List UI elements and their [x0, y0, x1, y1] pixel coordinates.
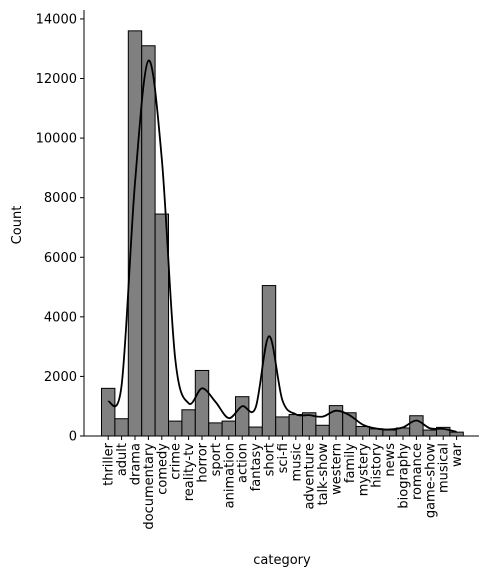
- x-tick-label: mystery: [356, 443, 371, 497]
- x-tick-label: western: [330, 443, 345, 495]
- y-tick-label: 10000: [36, 132, 77, 147]
- x-tick-label: talk-show: [316, 443, 331, 506]
- bar-fantasy: [248, 426, 263, 437]
- x-tick-label: action: [236, 443, 251, 483]
- x-tick-label: animation: [222, 443, 237, 508]
- x-tick-label: horror: [196, 442, 211, 482]
- x-axis-label: category: [253, 553, 311, 568]
- bar-drama: [127, 30, 143, 437]
- y-tick-label: 14000: [36, 12, 77, 27]
- x-tick-label: drama: [129, 443, 144, 485]
- x-tick-label: fantasy: [249, 443, 264, 492]
- x-tick-label: musical: [437, 443, 452, 493]
- bar-music: [288, 414, 304, 437]
- bar-documentary: [141, 45, 156, 437]
- bar-reality-tv: [181, 409, 196, 437]
- y-tick-label: 12000: [36, 72, 77, 87]
- x-tick-label: family: [343, 443, 358, 483]
- x-tick-label: adult: [115, 443, 130, 476]
- x-tick-label: music: [289, 443, 304, 481]
- bar-news: [382, 429, 397, 437]
- bar-sci-fi: [275, 416, 290, 437]
- bar-war: [449, 431, 464, 437]
- bar-romance: [409, 415, 424, 437]
- y-tick-label: 0: [69, 430, 77, 445]
- x-tick-label: sci-fi: [276, 443, 291, 473]
- y-axis-ticks: 0 2000 4000 6000 8000 10000 12000 14000: [36, 12, 84, 445]
- bar-family: [342, 412, 357, 437]
- kde-curve: [107, 59, 457, 433]
- bar-talk-show: [315, 424, 330, 437]
- x-tick-label: thriller: [102, 442, 117, 486]
- bar-horror: [194, 369, 210, 437]
- x-tick-label: short: [263, 443, 278, 476]
- histogram-bars: [101, 30, 464, 437]
- x-tick-label: romance: [410, 443, 425, 500]
- x-axis-ticks: thrilleradultdramadocumentarycomedycrime…: [102, 436, 465, 530]
- x-tick-label: reality-tv: [182, 443, 197, 502]
- x-tick-label: sport: [209, 443, 224, 476]
- bar-thriller: [101, 387, 116, 437]
- x-tick-label: biography: [397, 443, 412, 509]
- bar-adult: [114, 418, 129, 437]
- y-tick-label: 8000: [44, 191, 77, 206]
- bar-sport: [208, 422, 223, 437]
- x-tick-label: adventure: [303, 443, 318, 510]
- bar-comedy: [154, 213, 170, 437]
- x-tick-label: crime: [169, 443, 184, 480]
- axes: [83, 10, 479, 437]
- bar-crime: [168, 420, 183, 437]
- x-tick-label: documentary: [142, 443, 157, 530]
- y-tick-label: 4000: [44, 310, 77, 325]
- kde-layer: [107, 59, 457, 433]
- bar-action: [235, 396, 250, 437]
- x-tick-label: game-show: [423, 443, 438, 519]
- bar-game-show: [422, 429, 438, 437]
- y-axis-label: Count: [10, 206, 25, 245]
- x-tick-label: war: [450, 442, 465, 467]
- x-tick-label: comedy: [155, 443, 170, 495]
- bar-mystery: [355, 425, 371, 437]
- x-tick-label: history: [370, 443, 385, 488]
- x-tick-label: news: [383, 443, 398, 477]
- bar-short: [261, 285, 277, 437]
- bar-animation: [221, 420, 237, 437]
- y-tick-label: 6000: [44, 251, 77, 266]
- y-tick-label: 2000: [44, 370, 77, 385]
